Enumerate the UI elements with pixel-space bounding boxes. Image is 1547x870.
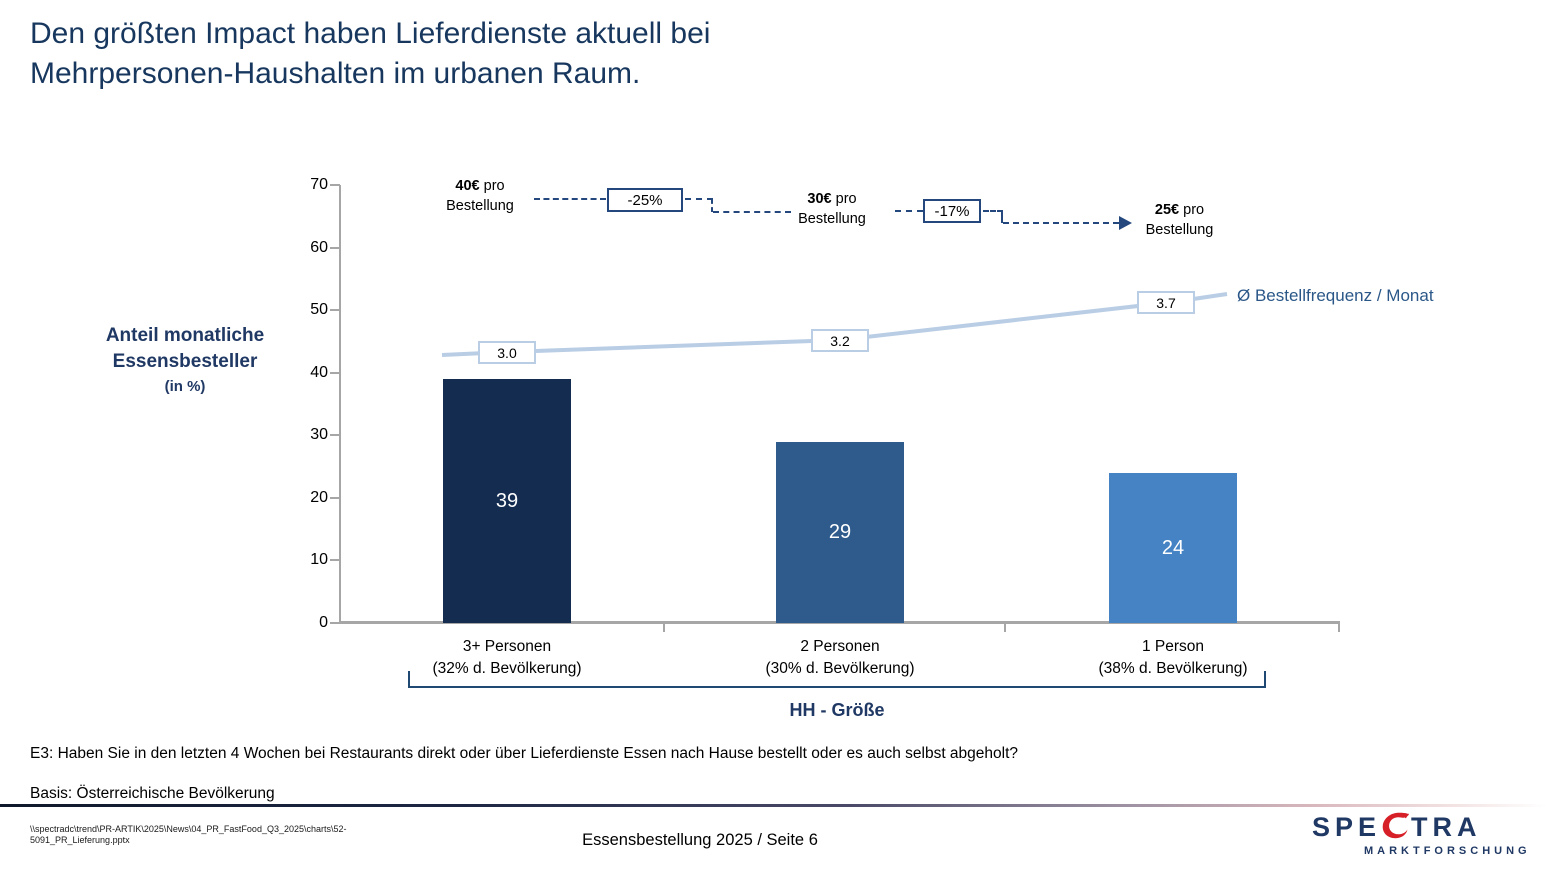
- spectra-logo: SPE TRA MARKTFORSCHUNG: [1312, 812, 1531, 857]
- annotation-30-euro: 30€ pro Bestellung: [772, 189, 892, 229]
- x-tickmark: [1004, 624, 1006, 632]
- line-label-3-2: 3.2: [811, 329, 869, 352]
- y-tick-60: 60: [310, 239, 328, 256]
- annotation-40-euro: 40€ pro Bestellung: [420, 176, 540, 216]
- y-tick-40: 40: [310, 364, 328, 381]
- annotation-word: pro: [835, 191, 857, 207]
- page-title-line1: Den größten Impact haben Lieferdienste a…: [30, 17, 711, 50]
- y-axis-title-line3: (in %): [164, 378, 206, 395]
- y-tick-0: 0: [319, 614, 328, 631]
- dashed-connector: [713, 211, 791, 213]
- bar-value-label: 39: [495, 489, 519, 512]
- y-tickmark: [330, 622, 340, 624]
- y-axis-line: [339, 185, 341, 623]
- category-line1: 1 Person: [1141, 638, 1205, 655]
- category-label-3plus-personen: 3+ Personen (32% d. Bevölkerung): [387, 636, 627, 680]
- annotation-line2: Bestellung: [1145, 222, 1214, 238]
- line-legend: Ø Bestellfrequenz / Monat: [1237, 286, 1434, 305]
- y-tick-50: 50: [310, 301, 328, 318]
- annotation-amount: 25€: [1154, 202, 1180, 218]
- category-line2: (30% d. Bevölkerung): [765, 660, 915, 677]
- bar-3plus-personen: 39: [443, 379, 571, 623]
- y-tickmark: [330, 184, 340, 186]
- dashed-connector: [983, 210, 1003, 212]
- page-title: Den größten Impact haben Lieferdienste a…: [30, 14, 710, 94]
- annotation-25-euro: 25€ pro Bestellung: [1132, 200, 1227, 240]
- annotation-line2: Bestellung: [798, 211, 866, 227]
- logo-text-spe: SPE: [1312, 812, 1382, 842]
- y-tickmark: [330, 434, 340, 436]
- footer-page-info: Essensbestellung 2025 / Seite 6: [582, 831, 818, 849]
- y-tick-30: 30: [310, 426, 328, 443]
- y-axis-title-line1: Anteil monatliche: [105, 325, 265, 346]
- y-tick-20: 20: [310, 489, 328, 506]
- annotation-amount: 40€: [455, 178, 480, 194]
- y-axis-title: Anteil monatliche Essensbesteller (in %): [70, 323, 300, 399]
- bar-2-personen: 29: [776, 442, 904, 623]
- drop-badge-17: -17%: [923, 199, 981, 223]
- y-tick-70: 70: [310, 176, 328, 193]
- dashed-connector: [895, 210, 923, 212]
- annotation-amount: 30€: [807, 191, 832, 207]
- page-title-line2: Mehrpersonen-Haushalten im urbanen Raum.: [30, 57, 641, 90]
- y-tickmark: [330, 247, 340, 249]
- category-label-1-person: 1 Person (38% d. Bevölkerung): [1053, 636, 1293, 680]
- category-label-2-personen: 2 Personen (30% d. Bevölkerung): [720, 636, 960, 680]
- x-tickmark: [1338, 624, 1340, 632]
- category-line2: (32% d. Bevölkerung): [432, 660, 582, 677]
- bar-value-label: 29: [828, 521, 852, 543]
- question-footnote: E3: Haben Sie in den letzten 4 Wochen be…: [30, 745, 1019, 762]
- annotation-line2: Bestellung: [446, 198, 514, 214]
- file-path: \\spectradc\trend\PR-ARTIK\2025\News\04_…: [30, 824, 347, 845]
- footer-divider: [0, 804, 1547, 807]
- y-tickmark: [330, 309, 340, 311]
- y-tickmark: [330, 559, 340, 561]
- category-line1: 3+ Personen: [462, 638, 552, 655]
- y-tick-10: 10: [310, 551, 328, 568]
- x-axis-title: HH - Größe: [789, 700, 885, 720]
- y-tickmark: [330, 372, 340, 374]
- y-axis-title-line2: Essensbesteller: [112, 351, 258, 372]
- arrow-head-icon: [1119, 216, 1132, 230]
- dashed-connector-step: [711, 199, 713, 212]
- category-bracket: [408, 671, 1266, 688]
- line-label-3-7: 3.7: [1137, 291, 1195, 314]
- dashed-connector: [1003, 222, 1119, 224]
- bar-value-label: 24: [1161, 536, 1185, 559]
- spectra-logo-wordmark: SPE TRA: [1312, 812, 1522, 843]
- dashed-connector: [685, 198, 713, 200]
- y-tickmark: [330, 497, 340, 499]
- annotation-word: pro: [1183, 202, 1205, 218]
- category-line2: (38% d. Bevölkerung): [1098, 660, 1248, 677]
- category-line1: 2 Personen: [800, 638, 880, 655]
- x-tickmark: [663, 624, 665, 632]
- line-label-3-0: 3.0: [478, 341, 536, 364]
- bar-1-person: 24: [1109, 473, 1237, 623]
- logo-red-swoosh-icon: [1382, 812, 1410, 839]
- logo-subtitle: MARKTFORSCHUNG: [1364, 845, 1531, 857]
- annotation-word: pro: [483, 178, 505, 194]
- dashed-connector-step: [1001, 211, 1003, 223]
- basis-footnote: Basis: Österreichische Bevölkerung: [30, 785, 275, 802]
- logo-text-tra: TRA: [1411, 812, 1482, 842]
- drop-badge-25: -25%: [607, 188, 683, 212]
- dashed-connector: [534, 198, 606, 200]
